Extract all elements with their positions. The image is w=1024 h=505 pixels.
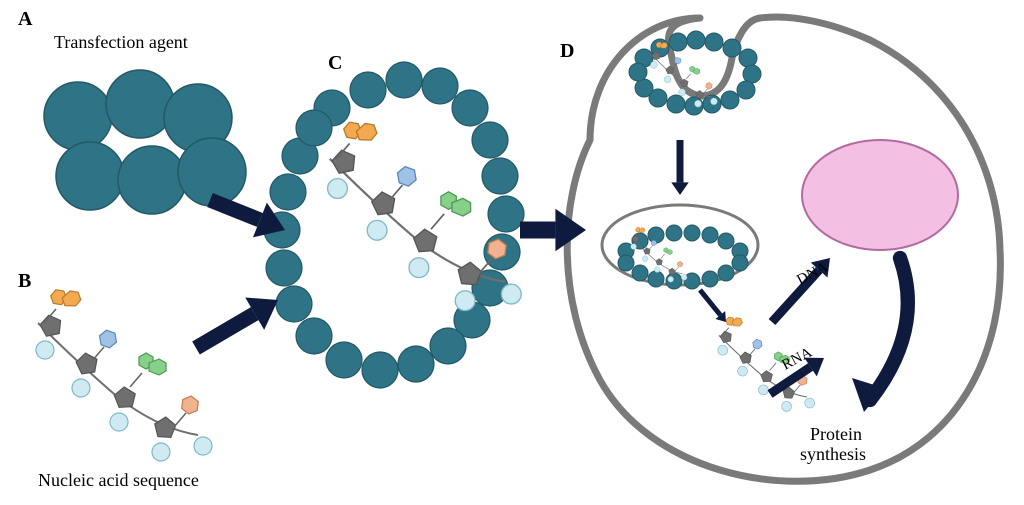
panel-a-transfection-agent bbox=[44, 70, 246, 214]
panel-d-cell bbox=[567, 17, 1000, 481]
diagram-svg: DNARNA bbox=[0, 0, 1024, 505]
panel-c-complex bbox=[264, 62, 524, 388]
diagram-stage: A Transfection agent B Nucleic acid sequ… bbox=[0, 0, 1024, 505]
dna-rna-labels: DNARNA bbox=[779, 259, 830, 373]
panel-b-nucleic-acid bbox=[36, 283, 212, 461]
